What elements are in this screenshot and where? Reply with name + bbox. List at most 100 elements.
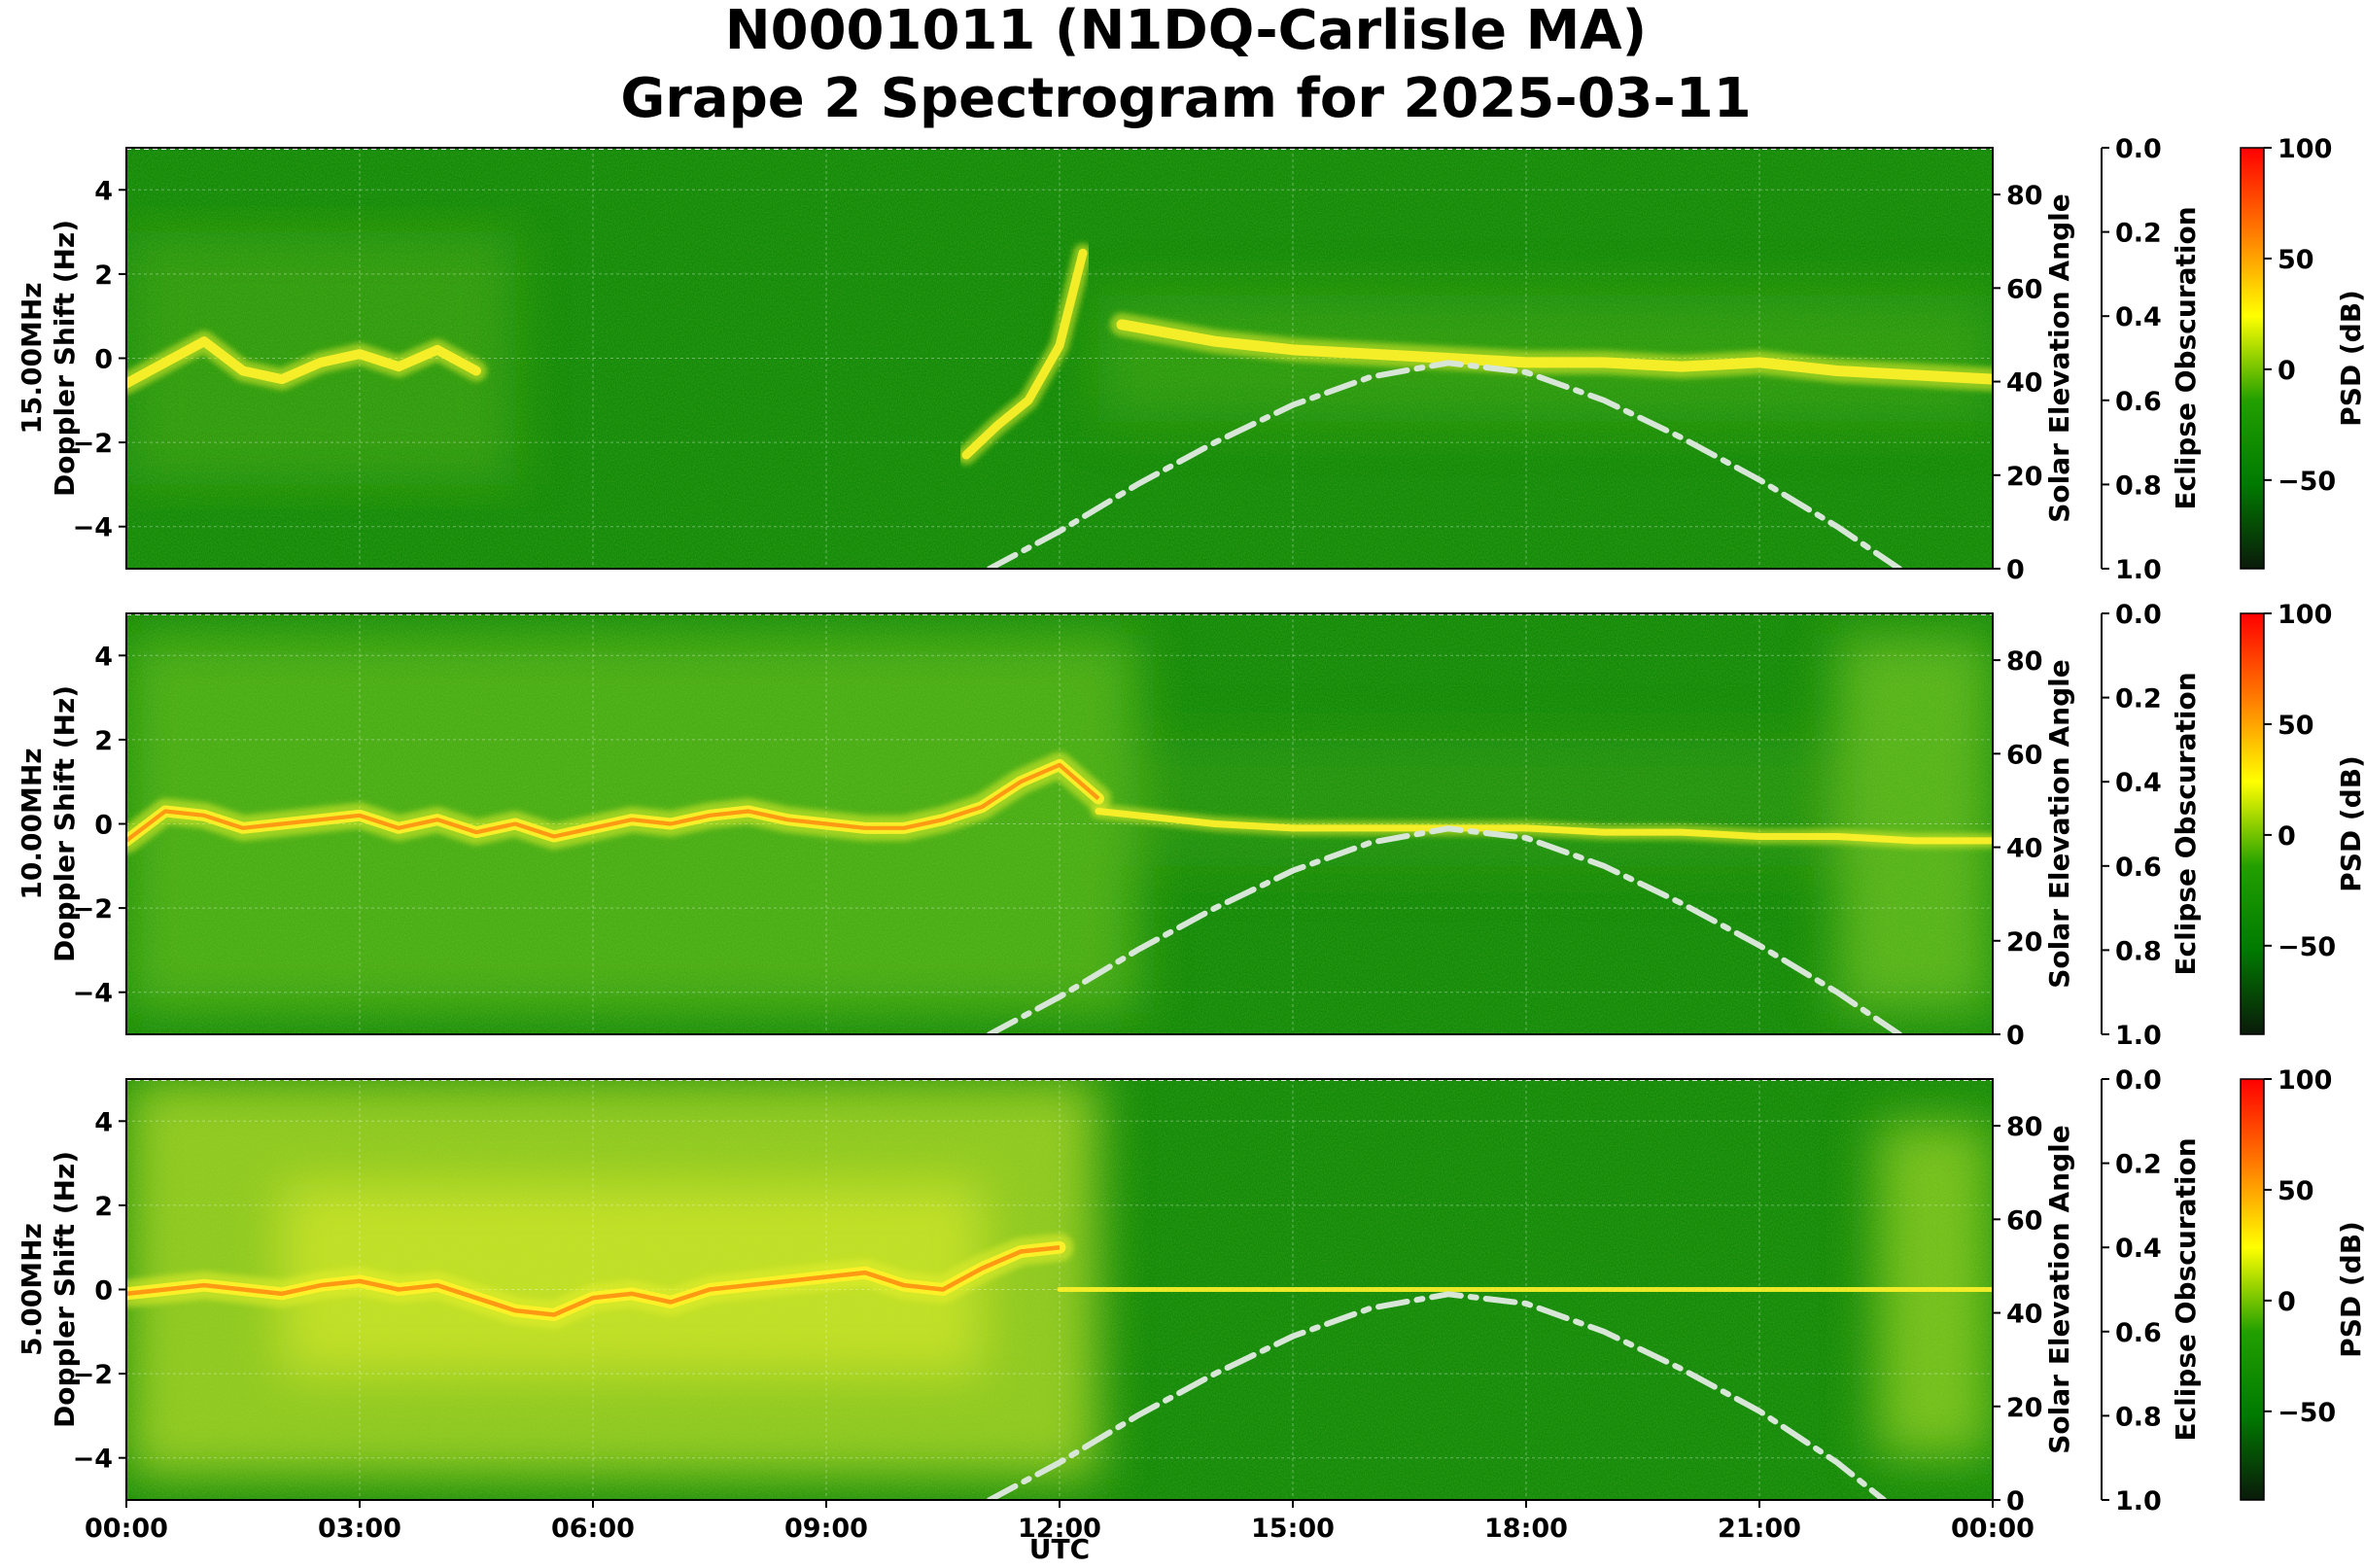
- doppler-trace: [126, 336, 481, 389]
- spectrogram-plot: [126, 148, 1993, 569]
- y-tick-label: −2: [73, 1360, 113, 1390]
- y-tick-label: 4: [94, 642, 113, 672]
- eclipse-obscuration-axis-label: Eclipse Obscuration: [2170, 672, 2202, 975]
- y-tick-label: 4: [94, 176, 113, 206]
- solar-elevation-axis-label: Solar Elevation Angle: [2043, 193, 2075, 522]
- eclipse-tick-label: 0.8: [2115, 1402, 2162, 1432]
- doppler-trace-core: [126, 1244, 1061, 1317]
- colorbar: [2240, 612, 2265, 1035]
- eclipse-tick-label: 0.0: [2115, 1065, 2162, 1096]
- y-axis-label-frequency: 5.00MHz: [16, 1223, 48, 1356]
- x-tick-label: 18:00: [1484, 1514, 1568, 1544]
- y-tick-label: 0: [94, 1276, 113, 1307]
- eclipse-tick-label: 0.2: [2115, 1150, 2162, 1180]
- colorbar: [2240, 147, 2265, 570]
- solar-elevation-curve: [987, 825, 1902, 1034]
- y-tick-label: 0: [94, 811, 113, 841]
- solar-tick-label: 20: [2006, 462, 2043, 492]
- solar-tick-label: 60: [2006, 1205, 2043, 1236]
- eclipse-tick-label: 0.0: [2115, 600, 2162, 630]
- figure-title-line1: N0001011 (N1DQ-Carlisle MA): [725, 0, 1647, 62]
- colorbar-tick-label: 0: [2278, 1287, 2296, 1317]
- eclipse-obscuration-axis-label: Eclipse Obscuration: [2170, 206, 2202, 509]
- y-tick-label: −2: [73, 429, 113, 459]
- y-axis-label-doppler: Doppler Shift (Hz): [49, 685, 81, 962]
- y-tick-label: −4: [73, 979, 113, 1009]
- eclipse-tick-label: 0.6: [2115, 853, 2162, 883]
- eclipse-tick-label: 0.2: [2115, 684, 2162, 714]
- solar-elevation-axis-label: Solar Elevation Angle: [2043, 659, 2075, 988]
- x-tick-label: 15:00: [1251, 1514, 1335, 1544]
- spectrogram-plot: [126, 613, 1993, 1034]
- colorbar-tick-label: 100: [2278, 134, 2332, 164]
- panel-15-00mhz: 420−2−415.00MHz Doppler Shift (Hz)0204060…: [16, 134, 2365, 585]
- solar-tick-label: 0: [2006, 555, 2025, 585]
- solar-tick-label: 80: [2006, 646, 2043, 677]
- solar-tick-label: 0: [2006, 1021, 2025, 1051]
- solar-elevation-curve: [987, 360, 1902, 569]
- colorbar-tick-label: 50: [2278, 245, 2314, 275]
- colorbar-label: PSD (dB): [2335, 1221, 2365, 1358]
- eclipse-tick-label: 1.0: [2115, 1486, 2162, 1516]
- x-tick-label: 00:00: [1951, 1514, 2035, 1544]
- x-axis: 00:00 03:00 06:00 09:00 12:00 15:00 18:00 21:00…: [85, 1500, 2035, 1544]
- x-tick-label: 09:00: [784, 1514, 868, 1544]
- panel-10-00mhz: 420−2−410.00MHz Doppler Shift (Hz)0204060…: [16, 600, 2365, 1051]
- panels-container: 420−2−415.00MHz Doppler Shift (Hz)0204060…: [16, 134, 2365, 1516]
- solar-tick-label: 20: [2006, 927, 2043, 958]
- solar-tick-label: 80: [2006, 1112, 2043, 1142]
- colorbar: [2240, 1078, 2265, 1501]
- eclipse-tick-label: 1.0: [2115, 555, 2162, 585]
- colorbar-label: PSD (dB): [2335, 290, 2365, 427]
- solar-tick-label: 40: [2006, 368, 2043, 399]
- solar-tick-label: 40: [2006, 834, 2043, 864]
- doppler-trace: [961, 248, 1088, 460]
- y-tick-label: 2: [94, 261, 113, 291]
- colorbar-tick-label: 100: [2278, 600, 2332, 630]
- colorbar-tick-label: 0: [2278, 356, 2296, 386]
- colorbar-tick-label: −50: [2278, 932, 2336, 962]
- y-tick-label: 0: [94, 345, 113, 375]
- solar-tick-label: 60: [2006, 740, 2043, 770]
- eclipse-tick-label: 0.4: [2115, 302, 2162, 332]
- eclipse-tick-label: 0.4: [2115, 768, 2162, 798]
- x-tick-label: 12:00: [1018, 1514, 1101, 1544]
- colorbar-tick-label: −50: [2278, 467, 2336, 497]
- eclipse-tick-label: 0.8: [2115, 470, 2162, 501]
- y-tick-label: 2: [94, 726, 113, 756]
- x-tick-label: 06:00: [551, 1514, 635, 1544]
- eclipse-tick-label: 0.6: [2115, 387, 2162, 417]
- solar-tick-label: 0: [2006, 1486, 2025, 1516]
- doppler-trace: [1116, 319, 1993, 385]
- x-tick-label: 21:00: [1718, 1514, 1801, 1544]
- doppler-trace-core: [126, 762, 1100, 843]
- y-tick-label: −4: [73, 1445, 113, 1475]
- colorbar-tick-label: 50: [2278, 1176, 2314, 1206]
- y-axis-label-doppler: Doppler Shift (Hz): [49, 220, 81, 497]
- solar-tick-label: 40: [2006, 1300, 2043, 1330]
- figure-title-line2: Grape 2 Spectrogram for 2025-03-11: [620, 67, 1751, 130]
- eclipse-tick-label: 0.6: [2115, 1318, 2162, 1348]
- doppler-trace: [1095, 808, 1993, 845]
- colorbar-tick-label: 0: [2278, 821, 2296, 852]
- eclipse-tick-label: 0.4: [2115, 1234, 2162, 1264]
- solar-elevation-curve: [987, 1291, 1887, 1500]
- colorbar-tick-label: 100: [2278, 1065, 2332, 1096]
- colorbar-tick-label: −50: [2278, 1398, 2336, 1428]
- x-tick-label: 03:00: [318, 1514, 401, 1544]
- spectrogram-plot: [126, 1079, 1993, 1500]
- eclipse-tick-label: 1.0: [2115, 1021, 2162, 1051]
- eclipse-tick-label: 0.8: [2115, 936, 2162, 966]
- y-tick-label: 4: [94, 1107, 113, 1137]
- y-tick-label: −4: [73, 513, 113, 543]
- solar-tick-label: 80: [2006, 181, 2043, 211]
- x-tick-label: 00:00: [85, 1514, 168, 1544]
- y-tick-label: −2: [73, 894, 113, 924]
- eclipse-tick-label: 0.2: [2115, 219, 2162, 249]
- colorbar-label: PSD (dB): [2335, 755, 2365, 892]
- eclipse-tick-label: 0.0: [2115, 134, 2162, 164]
- solar-tick-label: 60: [2006, 274, 2043, 304]
- eclipse-obscuration-axis-label: Eclipse Obscuration: [2170, 1137, 2202, 1441]
- y-axis-label-frequency: 10.00MHz: [16, 748, 48, 899]
- panel-5-00mhz: 420−2−45.00MHz Doppler Shift (Hz)02040608…: [16, 1065, 2365, 1516]
